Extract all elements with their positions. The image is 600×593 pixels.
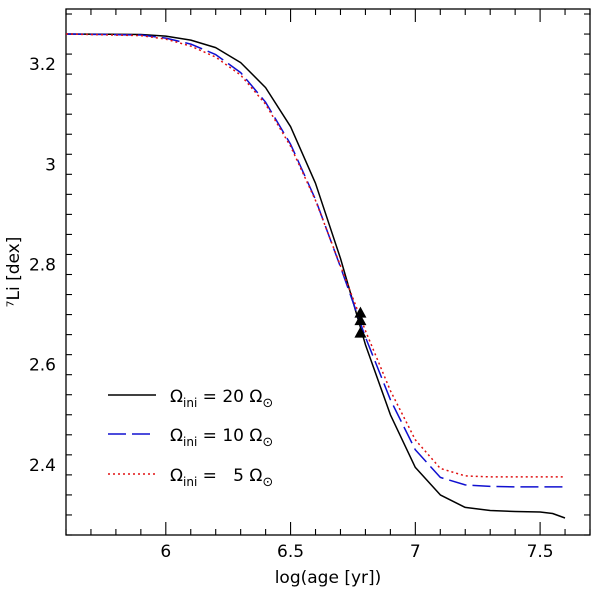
x-tick-label: 7 bbox=[410, 542, 421, 562]
triangle-marker bbox=[354, 314, 367, 326]
series-line-3 bbox=[65, 33, 565, 478]
y-tick-label: 2.8 bbox=[29, 255, 56, 275]
legend-label-1: Ωini = 20 Ω⊙ bbox=[170, 387, 273, 411]
y-tick-label: 2.6 bbox=[29, 356, 56, 376]
series-line-2 bbox=[65, 33, 565, 488]
x-tick-label: 7.5 bbox=[527, 542, 554, 562]
y-tick-label: 3 bbox=[45, 155, 56, 175]
x-tick-label: 6.5 bbox=[277, 542, 304, 562]
x-tick-label: 6 bbox=[160, 542, 171, 562]
legend-label-2: Ωini = 10 Ω⊙ bbox=[170, 426, 273, 450]
triangle-marker bbox=[354, 306, 367, 318]
y-tick-label: 3.2 bbox=[29, 55, 56, 75]
plot-frame bbox=[65, 8, 591, 536]
triangle-marker bbox=[354, 326, 367, 338]
plot-area bbox=[65, 8, 591, 536]
y-axis-label: ⁷Li [dex] bbox=[4, 237, 24, 308]
series-line-1 bbox=[65, 33, 566, 519]
y-tick-label: 2.4 bbox=[29, 456, 56, 476]
legend-label-3: Ωini = 5 Ω⊙ bbox=[170, 466, 273, 490]
x-axis-label: log(age [yr]) bbox=[275, 568, 382, 588]
